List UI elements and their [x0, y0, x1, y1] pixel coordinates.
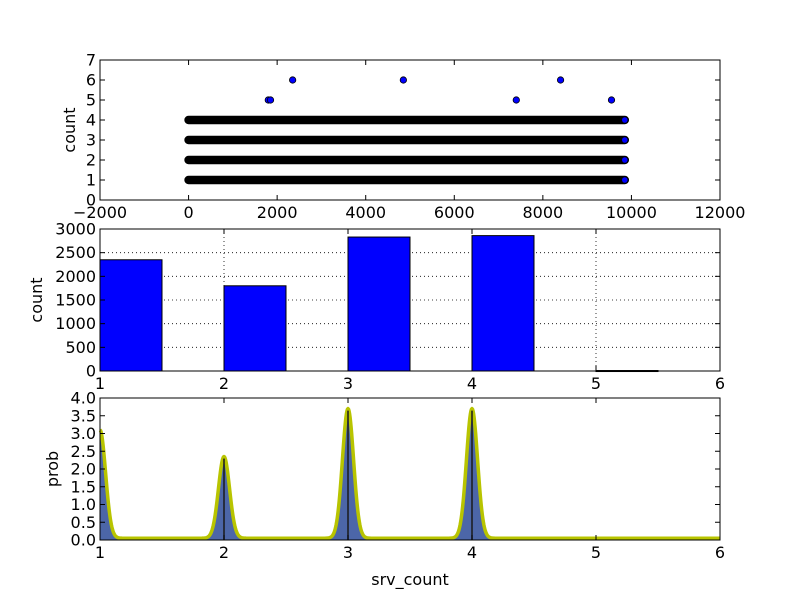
bar-y-axis-label: count [27, 277, 46, 322]
scatter-point [556, 76, 565, 84]
x-tick-label: 1 [95, 543, 105, 562]
x-tick-label: 6000 [434, 203, 475, 222]
bar-panel: 1 2 3 4 5 6 0 500 1000 1500 2000 2500 3000 count [27, 220, 725, 394]
scatter-point [621, 156, 629, 164]
y-tick-label: 3 [86, 131, 96, 150]
y-tick-label: 0 [86, 191, 96, 210]
y-tick-label: 1000 [55, 314, 96, 333]
x-tick-label: 6 [715, 374, 725, 393]
y-tick-label: 2500 [55, 243, 96, 262]
y-tick-label: 3000 [55, 220, 96, 239]
x-tick-label: −2000 [73, 203, 127, 222]
density-curve [98, 406, 722, 540]
y-tick-label: 0 [86, 362, 96, 381]
x-tick-label: 12000 [695, 203, 746, 222]
x-tick-label: 6 [715, 543, 725, 562]
x-tick-label: 2 [219, 543, 229, 562]
y-tick-label: 3.0 [71, 424, 96, 443]
y-tick-label: 4.0 [71, 389, 96, 408]
y-tick-label: 500 [65, 338, 96, 357]
x-tick-label: 1 [95, 374, 105, 393]
scatter-point [621, 136, 629, 144]
y-tick-label: 3.5 [71, 406, 96, 425]
y-tick-label: 0.0 [71, 531, 96, 550]
density-plot-frame [99, 397, 721, 541]
scatter-point [621, 116, 629, 124]
scatter-point [289, 76, 297, 84]
x-tick-label: 3 [343, 374, 353, 393]
x-tick-label: 3 [343, 543, 353, 562]
y-tick-label: 2 [86, 151, 96, 170]
scatter-point [266, 96, 275, 104]
density-x-axis-label: srv_count [371, 570, 449, 590]
x-tick-label: 0 [183, 203, 193, 222]
y-tick-label: 1500 [55, 291, 96, 310]
x-tick-label: 2 [219, 374, 229, 393]
density-area [100, 408, 720, 540]
scatter-marks [184, 76, 630, 185]
x-tick-label: 4000 [345, 203, 386, 222]
bar-ticks: 1 2 3 4 5 6 0 500 1000 1500 2000 2500 3000 [55, 220, 725, 394]
scatter-point [512, 96, 520, 104]
y-tick-label: 2.0 [71, 460, 96, 479]
y-tick-label: 5 [86, 91, 96, 110]
y-tick-label: 4 [86, 111, 96, 130]
y-tick-label: 7 [86, 51, 96, 70]
scatter-plot-frame [99, 59, 721, 201]
x-tick-label: 4 [467, 543, 477, 562]
scatter-point [399, 76, 407, 84]
x-tick-label: 5 [591, 374, 601, 393]
x-tick-label: 5 [591, 543, 601, 562]
x-tick-label: 2000 [257, 203, 298, 222]
y-tick-label: 6 [86, 71, 96, 90]
x-tick-label: 10000 [606, 203, 657, 222]
bar-marks [99, 235, 659, 373]
y-tick-label: 1 [86, 171, 96, 190]
bar [99, 259, 163, 372]
bar [347, 236, 411, 372]
scatter-panel: −2000 0 2000 4000 6000 8000 10000 1200001234567… [60, 51, 745, 223]
density-y-axis-label: prob [43, 451, 62, 487]
x-tick-label: 8000 [522, 203, 563, 222]
y-tick-label: 1.5 [71, 477, 96, 496]
density-ticks: 1 2 3 4 5 6 0.00.51.01.52.02.53.03.54.0 [71, 389, 726, 563]
y-tick-label: 2.5 [71, 442, 96, 461]
bar [471, 235, 535, 372]
y-tick-label: 0.5 [71, 513, 96, 532]
scatter-point [607, 96, 616, 104]
y-tick-label: 2000 [55, 267, 96, 286]
y-tick-label: 1.0 [71, 495, 96, 514]
scatter-y-axis-label: count [60, 107, 79, 152]
bar [223, 285, 287, 372]
x-tick-label: 4 [467, 374, 477, 393]
scatter-point [621, 176, 629, 184]
density-marks [98, 406, 722, 540]
density-panel: 1 2 3 4 5 6 0.00.51.01.52.02.53.03.54.0 prob s… [43, 389, 725, 591]
